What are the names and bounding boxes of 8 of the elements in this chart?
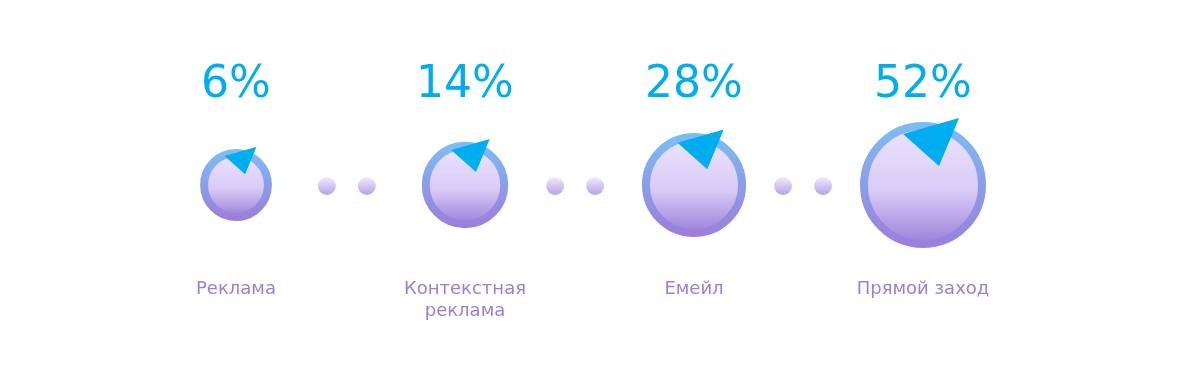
data-label: 6%	[201, 56, 271, 107]
data-label: 14%	[416, 56, 514, 107]
category-label: Прямой заход	[856, 277, 990, 298]
category-label: Контекстная реклама	[403, 277, 527, 320]
data-label: 52%	[874, 56, 972, 107]
category-label: Емейл	[664, 277, 724, 298]
category-label: Реклама	[196, 277, 276, 298]
data-label: 28%	[645, 56, 743, 107]
